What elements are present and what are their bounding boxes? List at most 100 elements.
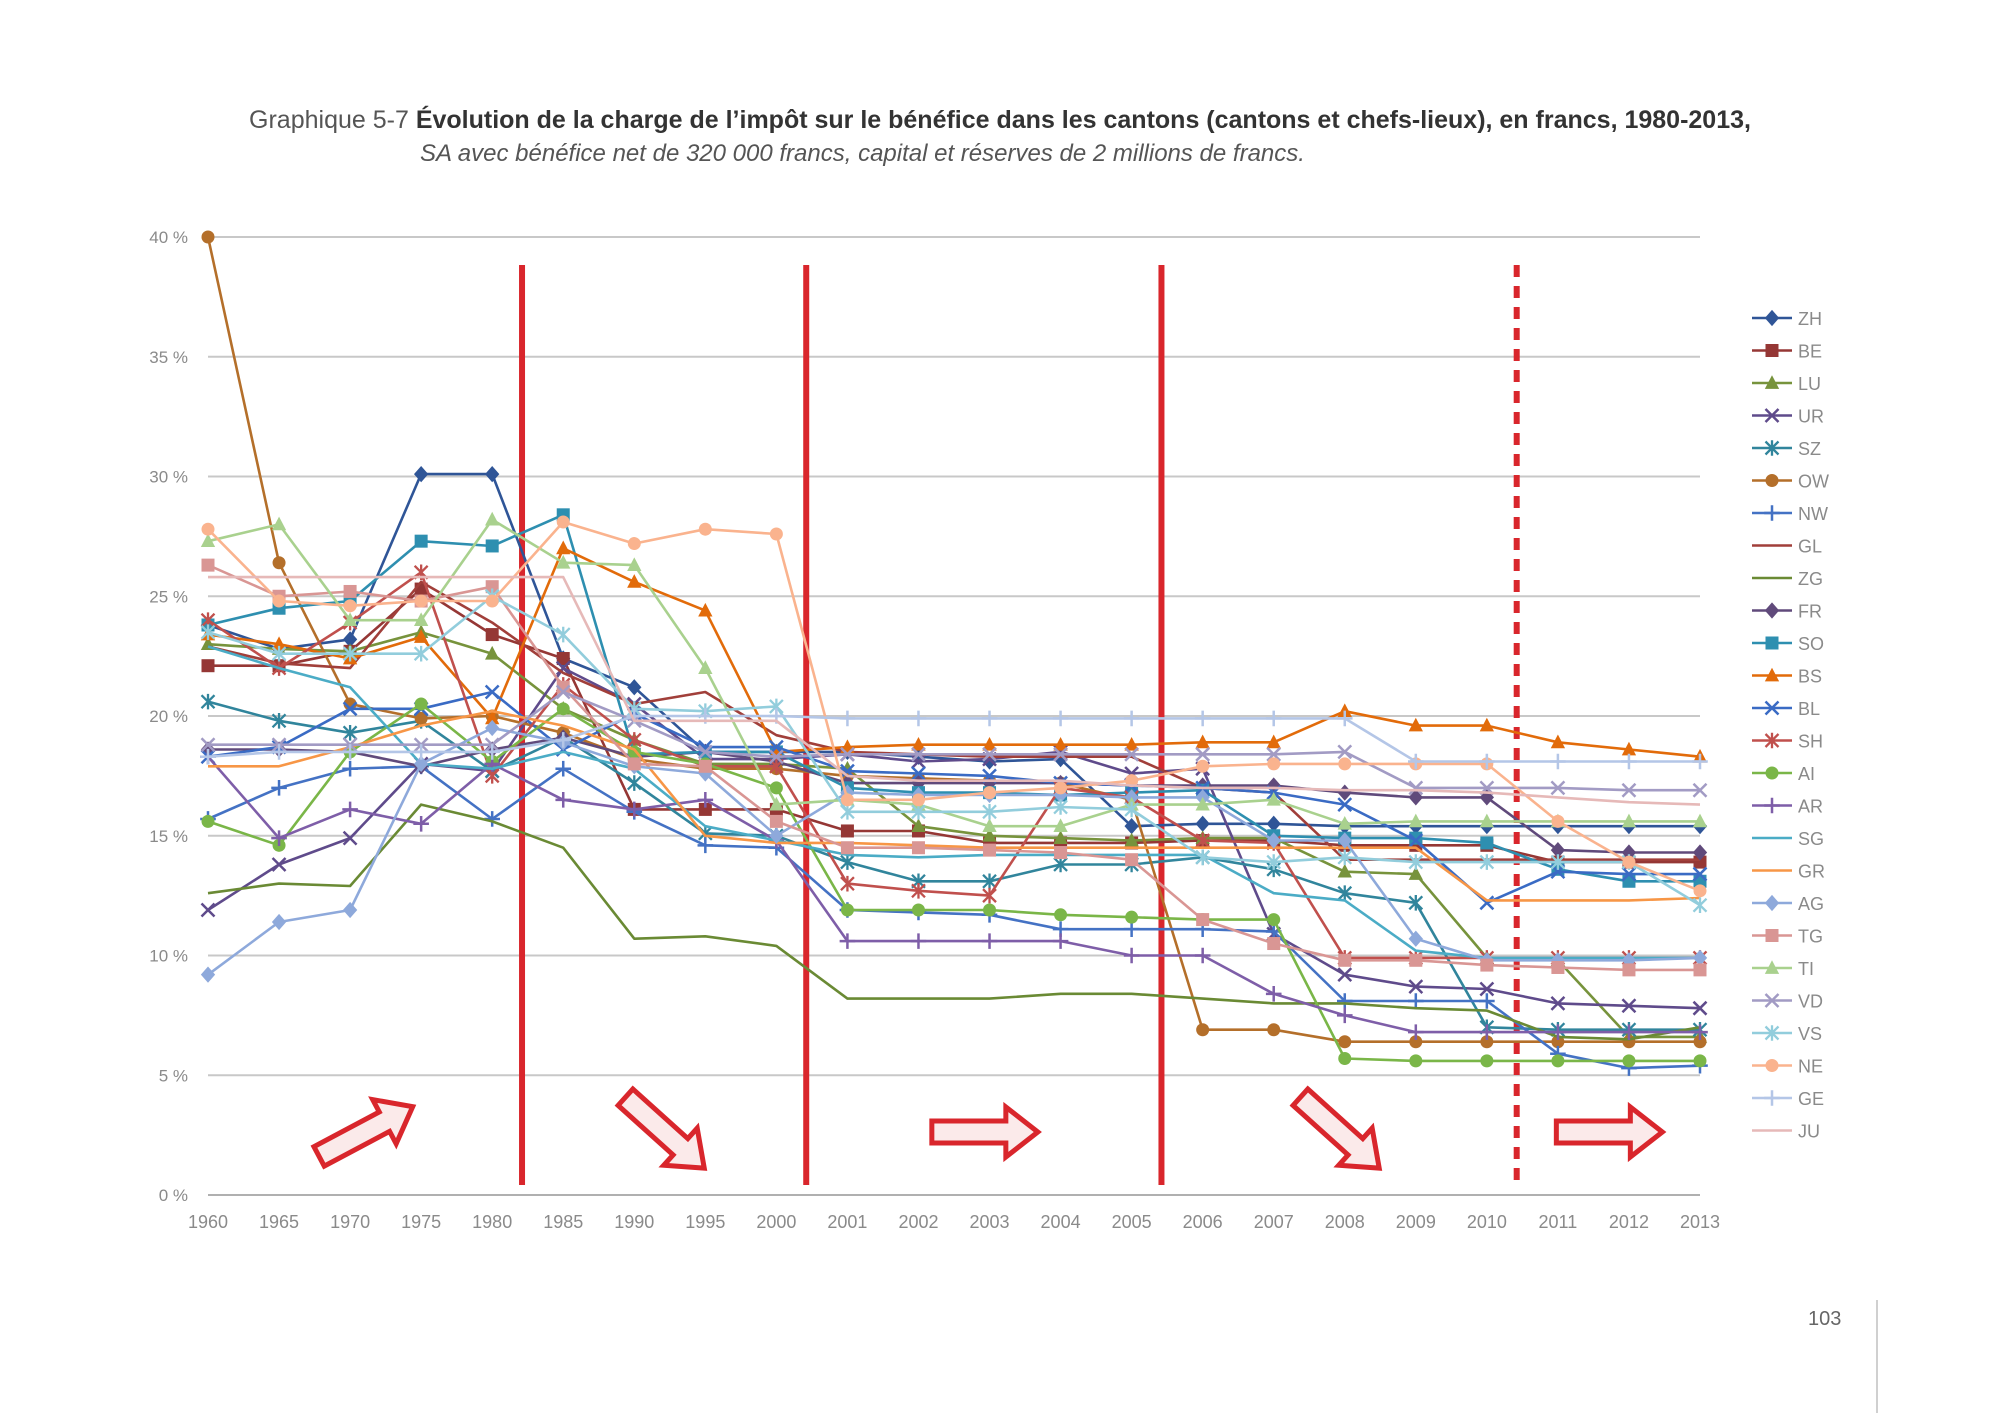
- data-point: [1408, 854, 1424, 870]
- legend-item-sg: SG: [1752, 829, 1824, 849]
- data-point: [911, 746, 926, 762]
- data-point: [485, 710, 500, 725]
- data-point: [556, 515, 570, 529]
- data-point: [1551, 1035, 1565, 1049]
- data-point: [200, 737, 216, 753]
- data-point: [983, 903, 997, 917]
- data-point: [1408, 993, 1424, 1009]
- data-point: [1692, 1024, 1708, 1040]
- series-gr: [208, 709, 1701, 902]
- data-point: [342, 760, 358, 777]
- data-point: [342, 744, 358, 760]
- data-point: [840, 903, 854, 917]
- legend-label: SO: [1798, 634, 1824, 654]
- data-point: [1550, 753, 1566, 770]
- trend-arrow-up: [310, 1096, 417, 1170]
- data-point: [1338, 1051, 1352, 1065]
- x-tick-label: 1980: [472, 1212, 512, 1232]
- data-point: [1479, 993, 1495, 1009]
- data-point: [1052, 710, 1069, 727]
- x-tick-label: 2011: [1539, 1212, 1578, 1232]
- data-point: [271, 712, 287, 729]
- trend-arrows: [310, 1085, 1667, 1171]
- data-point: [910, 710, 927, 727]
- series-line: [207, 803, 1701, 1041]
- axes: 0 % 5 % 10 % 15 % 20 % 25 % 30 % 35 % 40 % 1960 19…: [149, 228, 1720, 1232]
- x-tick-label: 1975: [401, 1212, 441, 1232]
- data-point: [1337, 744, 1353, 760]
- legend-item-ne: NE: [1752, 1057, 1823, 1077]
- series-tg: [201, 558, 1707, 977]
- data-point: [982, 827, 997, 842]
- legend-item-tg: TG: [1752, 927, 1823, 947]
- data-point: [485, 580, 499, 594]
- data-point: [1550, 780, 1566, 796]
- data-point: [1053, 856, 1068, 873]
- data-point: [1621, 844, 1637, 861]
- data-point: [1337, 863, 1352, 878]
- data-point: [1621, 813, 1637, 828]
- data-point: [1196, 1023, 1210, 1037]
- data-point: [556, 702, 570, 716]
- series-vs: [200, 588, 1708, 914]
- data-point: [485, 645, 500, 660]
- data-point: [1479, 1024, 1495, 1040]
- data-point: [1265, 710, 1282, 727]
- data-point: [271, 636, 287, 650]
- y-tick-label: 5 %: [159, 1066, 188, 1085]
- data-point: [911, 818, 926, 833]
- data-point: [1195, 815, 1210, 832]
- data-point: [200, 693, 216, 710]
- data-point: [1053, 746, 1068, 762]
- x-tick-label: 2007: [1254, 1212, 1294, 1232]
- x-tick-label: 1965: [259, 1212, 299, 1232]
- data-point: [201, 814, 215, 828]
- data-point: [1124, 801, 1139, 818]
- arrow-shape: [310, 1096, 417, 1170]
- data-point: [1123, 947, 1140, 964]
- data-point: [555, 732, 572, 748]
- data-point: [342, 612, 358, 627]
- data-point: [485, 465, 500, 483]
- data-point: [627, 757, 641, 771]
- data-point: [413, 755, 429, 773]
- data-point: [1123, 921, 1140, 937]
- data-point: [1622, 855, 1636, 869]
- data-point: [1764, 602, 1780, 619]
- x-tick-label: 1985: [543, 1212, 583, 1232]
- data-point: [698, 759, 712, 773]
- data-point: [1266, 854, 1282, 870]
- y-tick-label: 0 %: [159, 1186, 188, 1205]
- data-point: [1408, 979, 1424, 995]
- data-point: [1622, 963, 1636, 977]
- x-tick-label: 2005: [1112, 1212, 1152, 1232]
- data-point: [1764, 732, 1780, 749]
- data-point: [1336, 1007, 1353, 1024]
- data-point: [982, 873, 997, 890]
- data-point: [1409, 953, 1423, 967]
- data-point: [1764, 797, 1780, 814]
- data-point: [1551, 814, 1565, 828]
- data-point: [1692, 844, 1708, 861]
- legend-item-zg: ZG: [1752, 569, 1823, 589]
- y-tick-label: 25 %: [149, 587, 188, 606]
- data-point: [1408, 753, 1424, 770]
- data-point: [840, 793, 854, 807]
- data-point: [485, 511, 500, 526]
- data-point: [1124, 818, 1139, 835]
- data-point: [1692, 1000, 1708, 1016]
- data-point: [1764, 1025, 1780, 1041]
- data-point: [342, 901, 358, 919]
- grid-lines: [208, 236, 1700, 1196]
- data-point: [1550, 841, 1566, 859]
- series-ar: [200, 748, 1708, 1040]
- data-point: [1265, 986, 1282, 1002]
- data-point: [1765, 474, 1779, 487]
- series-line: [207, 630, 1700, 1039]
- data-point: [769, 814, 783, 828]
- data-point: [982, 818, 997, 833]
- data-point: [485, 719, 500, 737]
- legend-label: BE: [1798, 342, 1822, 362]
- data-point: [201, 230, 215, 244]
- x-tick-label: 2006: [1183, 1212, 1223, 1232]
